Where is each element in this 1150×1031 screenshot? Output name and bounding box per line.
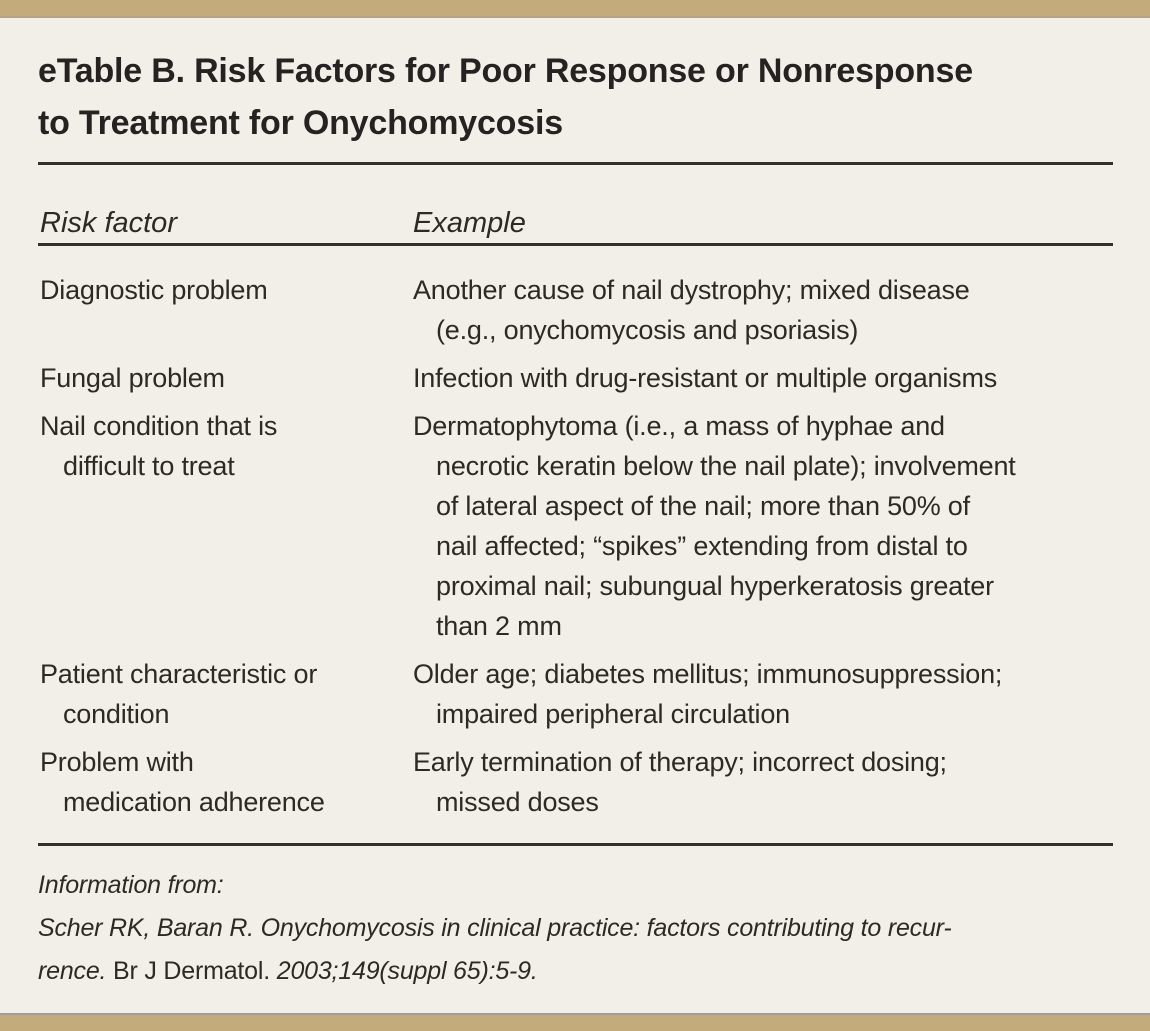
table-row-medication-adherence: Problem with medication adherence Early … [40, 742, 1113, 822]
table-row-patient-characteristic: Patient characteristic or condition Olde… [40, 654, 1113, 734]
table-body: Diagnostic problem Another cause of nail… [40, 270, 1113, 830]
table-header-row: Risk factor Example [40, 205, 1113, 241]
risk-factor-cell: Patient characteristic or condition [40, 659, 318, 729]
example-cell: Early termination of therapy; incorrect … [413, 747, 947, 817]
column-header-risk-factor: Risk factor [40, 207, 177, 239]
risk-factor-cell: Problem with medication adherence [40, 747, 325, 817]
bottom-accent-bar [0, 1013, 1150, 1031]
example-cell: Another cause of nail dystrophy; mixed d… [413, 275, 970, 345]
table-row-diagnostic-problem: Diagnostic problem Another cause of nail… [40, 270, 1113, 350]
table-bottom-rule [38, 843, 1113, 846]
citation-journal-name: Br J Dermatol. [113, 957, 277, 985]
citation-line-2: rence. Br J Dermatol. 2003;149(suppl 65)… [38, 950, 1123, 993]
top-accent-bar [0, 0, 1150, 18]
source-note-lead-in: Information from: [38, 871, 224, 899]
table-row-nail-condition: Nail condition that is difficult to trea… [40, 406, 1113, 646]
title-divider-rule [38, 162, 1113, 165]
citation-line-2-italic-end: 2003;149(suppl 65):5-9. [276, 957, 538, 985]
risk-factor-cell: Diagnostic problem [40, 275, 268, 305]
citation-line-1: Scher RK, Baran R. Onychomycosis in clin… [38, 914, 952, 942]
example-cell: Infection with drug-resistant or multipl… [413, 363, 998, 393]
table-title: eTable B. Risk Factors for Poor Response… [38, 52, 973, 142]
risk-factor-cell: Nail condition that is difficult to trea… [40, 411, 278, 481]
example-cell: Dermatophytoma (i.e., a mass of hyphae a… [413, 411, 1016, 641]
citation-line-2-italic-start: rence. [38, 957, 114, 985]
risk-factor-cell: Fungal problem [40, 363, 225, 393]
column-header-example: Example [413, 207, 526, 239]
table-row-fungal-problem: Fungal problem Infection with drug-resis… [40, 358, 1113, 398]
header-divider-rule [38, 243, 1113, 246]
source-note: Information from: Scher RK, Baran R. Ony… [38, 864, 1123, 993]
example-cell: Older age; diabetes mellitus; immunosupp… [413, 659, 1003, 729]
